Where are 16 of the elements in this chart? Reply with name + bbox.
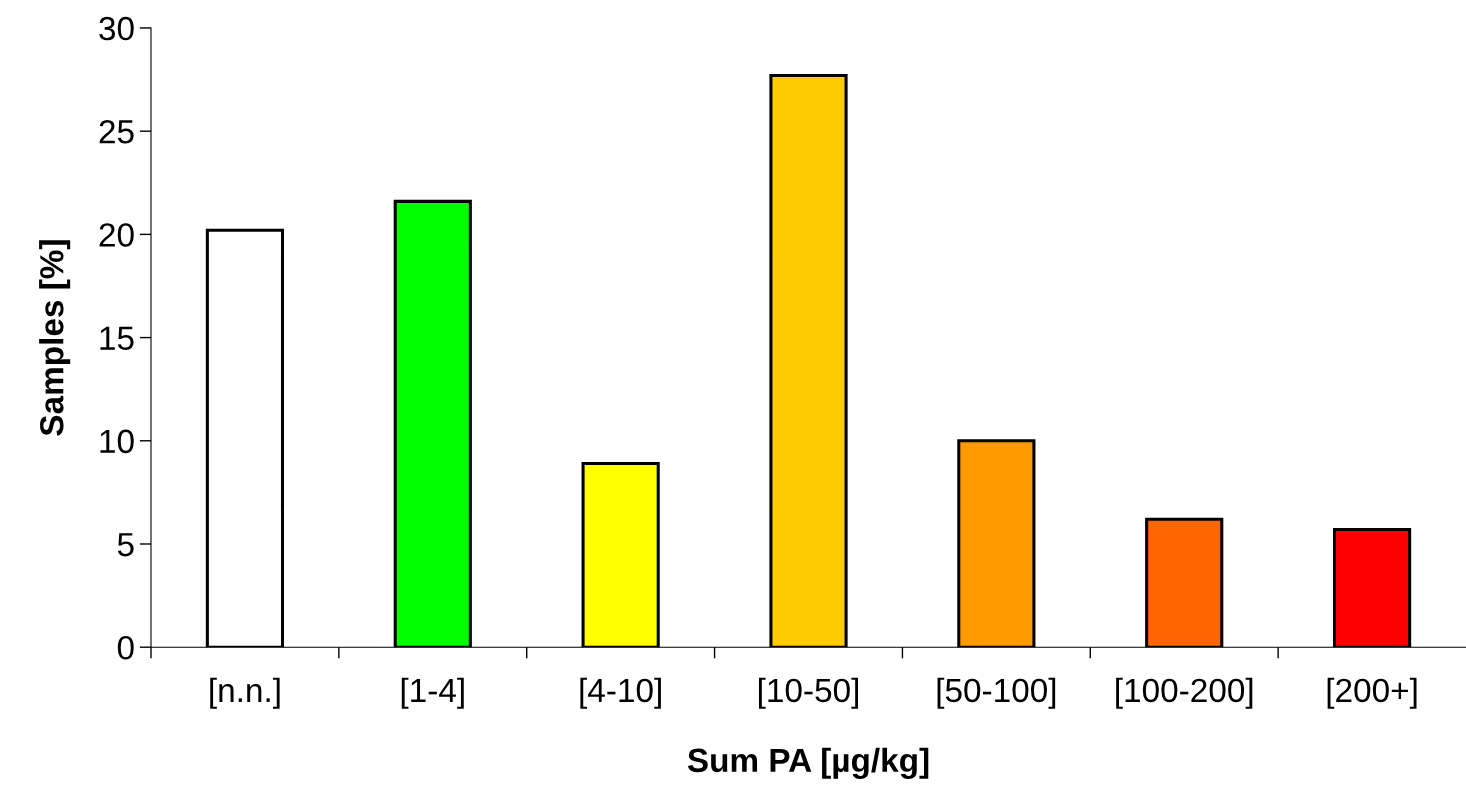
- x-tick-label: [100-200]: [1116, 677, 1253, 709]
- y-tick-label: 10: [100, 429, 134, 454]
- y-tick-label: 20: [99, 223, 134, 247]
- y-tick-label: 15: [100, 326, 134, 350]
- x-tick-label: [200+]: [1327, 677, 1417, 709]
- x-axis-title: Sum PA [µg/kg]: [687, 747, 929, 779]
- y-tick-label: 30: [99, 16, 134, 41]
- y-axis-title: Samples [%]: [39, 240, 71, 436]
- y-tick-label: 5: [117, 533, 134, 557]
- y-tick-label: 0: [117, 635, 134, 660]
- x-tick-label: [4-10]: [580, 677, 661, 709]
- x-tick-label: [1-4]: [401, 677, 464, 709]
- x-tick-label: [50-100]: [937, 677, 1056, 709]
- y-tick-label: 25: [99, 119, 134, 144]
- x-tick-label: [10-50]: [758, 677, 859, 709]
- x-tick-label: [n.n.]: [210, 677, 280, 709]
